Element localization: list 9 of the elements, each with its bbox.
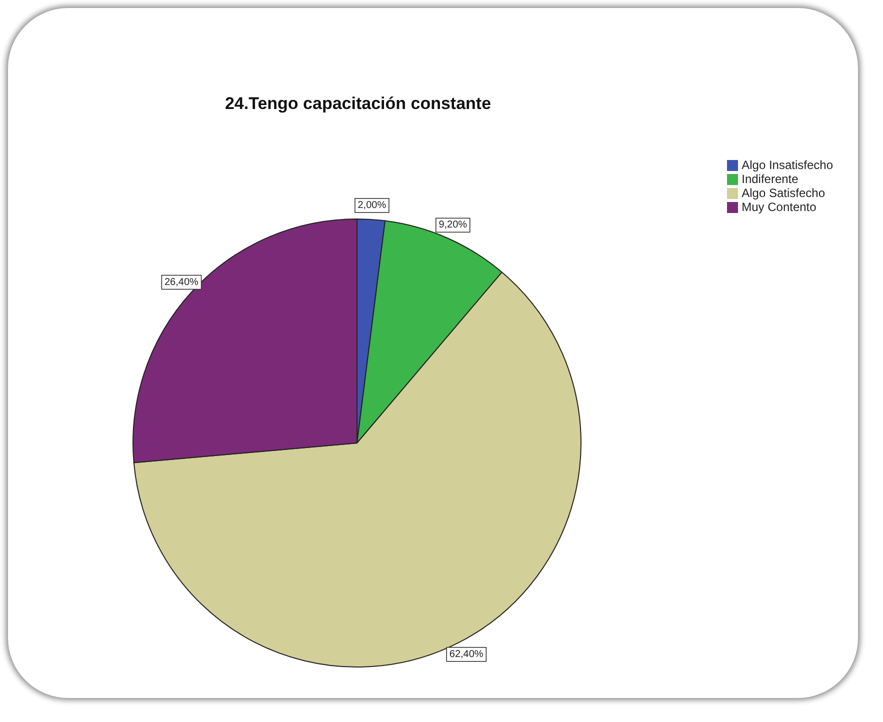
- chart-title: 24.Tengo capacitación constante: [224, 94, 492, 114]
- data-label: 62,40%: [449, 648, 484, 660]
- legend-label: Algo Insatisfecho: [742, 158, 833, 172]
- legend-label: Indiferente: [742, 172, 798, 186]
- data-label: 26,40%: [164, 276, 199, 288]
- data-label: 9,20%: [438, 220, 468, 231]
- data-label: 2,00%: [358, 200, 386, 211]
- legend-label: Algo Satisfecho: [742, 186, 825, 200]
- legend-label: Muy Contento: [742, 200, 816, 214]
